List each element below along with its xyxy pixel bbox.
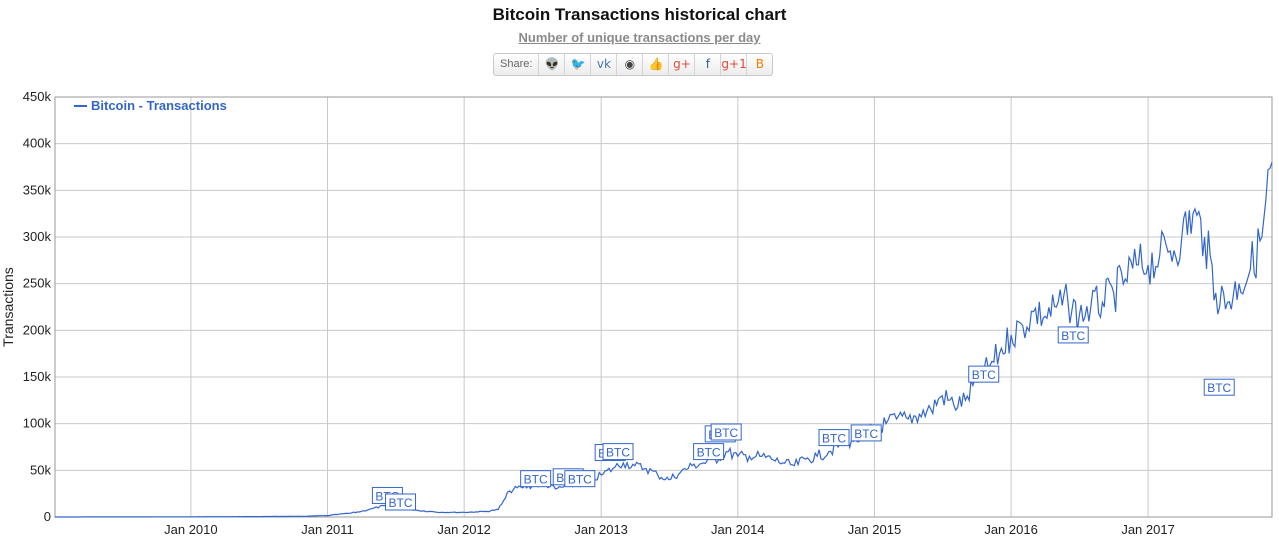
annotation-box <box>564 470 596 488</box>
y-axis-label: Transactions <box>0 267 16 347</box>
page-title: Bitcoin Transactions historical chart <box>492 5 787 24</box>
share-bar: Share: 👽 🐦 vk ◉ 👍 g+ f g+1 B <box>493 53 774 76</box>
y-tick-label: 200k <box>23 322 52 337</box>
annotation-box <box>385 493 417 511</box>
annotation-label: BTC <box>606 446 630 460</box>
annotation-box <box>818 429 850 447</box>
share-label: Share: <box>494 54 540 75</box>
reddit-icon[interactable]: 👽 <box>539 54 566 75</box>
annotation-box <box>850 424 882 442</box>
page-subtitle[interactable]: Number of unique transactions per day <box>518 30 761 45</box>
annotation-label: BTC <box>568 473 592 487</box>
y-tick-label: 400k <box>23 136 52 151</box>
like-icon[interactable]: 👍 <box>643 54 670 75</box>
annotation-box <box>710 423 742 441</box>
y-tick-label: 450k <box>23 89 52 104</box>
y-tick-label: 100k <box>23 416 52 431</box>
y-tick-label: 50k <box>30 462 51 477</box>
x-tick-label: Jan 2011 <box>301 522 354 537</box>
x-tick-label: Jan 2014 <box>711 522 765 537</box>
y-tick-label: 150k <box>23 369 52 384</box>
y-tick-label: 350k <box>23 182 52 197</box>
annotation-label: BTC <box>714 426 738 440</box>
annotation-label: BTC <box>972 368 996 382</box>
weibo-icon[interactable]: ◉ <box>617 54 644 75</box>
google-plus-icon[interactable]: g+ <box>669 54 696 75</box>
x-tick-label: Jan 2013 <box>574 522 628 537</box>
annotation-label: BTC <box>822 432 846 446</box>
twitter-icon[interactable]: 🐦 <box>565 54 592 75</box>
y-tick-label: 300k <box>23 229 52 244</box>
annotation-label: BTC <box>524 473 548 487</box>
annotation-box <box>520 470 552 488</box>
annotation-label: BTC <box>389 496 413 510</box>
facebook-icon[interactable]: f <box>695 54 722 75</box>
x-tick-label: Jan 2015 <box>848 522 902 537</box>
x-tick-label: Jan 2016 <box>984 522 1038 537</box>
annotation-label: BTC <box>854 427 878 441</box>
annotation-label: BTC <box>697 446 721 460</box>
y-tick-label: 250k <box>23 276 52 291</box>
annotation-box <box>1057 326 1089 344</box>
x-tick-label: Jan 2010 <box>164 522 218 537</box>
annotation-box <box>968 365 1000 383</box>
legend-label: Bitcoin - Transactions <box>91 98 227 113</box>
vk-icon[interactable]: vk <box>591 54 618 75</box>
y-tick-label: 0 <box>44 509 51 524</box>
plot-area <box>54 96 1273 518</box>
annotation-box <box>602 443 634 461</box>
annotation-box <box>1203 378 1235 396</box>
annotation-label: BTC <box>1207 381 1231 395</box>
x-tick-label: Jan 2012 <box>437 522 491 537</box>
series-line-bitcoin-transactions <box>55 162 1273 518</box>
blogger-icon[interactable]: B <box>755 57 765 71</box>
x-tick-label: Jan 2017 <box>1121 522 1175 537</box>
annotation-label: BTC <box>1061 329 1085 343</box>
google-plus-one-icon[interactable]: g+1 <box>721 54 748 75</box>
annotation-box <box>693 443 725 461</box>
